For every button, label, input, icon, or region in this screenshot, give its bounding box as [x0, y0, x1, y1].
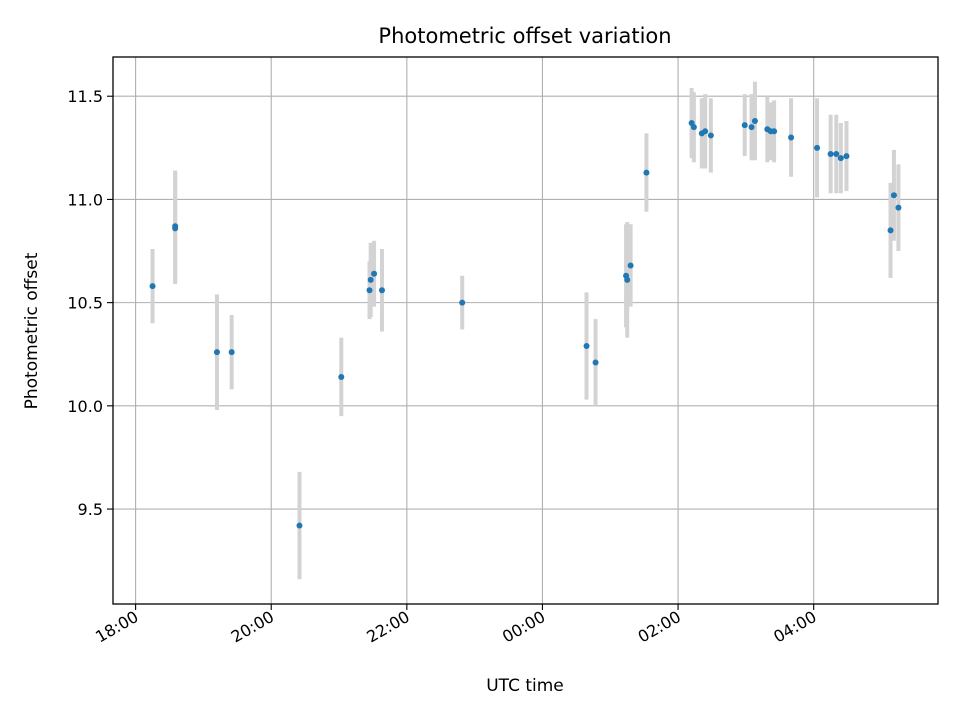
- data-point: [702, 128, 709, 135]
- data-point: [837, 155, 844, 162]
- y-tick-label: 10.5: [67, 294, 103, 313]
- data-point: [371, 270, 378, 277]
- data-point: [338, 373, 345, 380]
- data-point: [887, 227, 894, 234]
- data-point: [788, 134, 795, 141]
- y-tick-label: 9.5: [78, 500, 103, 519]
- chart-title: Photometric offset variation: [378, 24, 671, 48]
- grid-lines: [113, 57, 938, 604]
- data-point: [751, 117, 758, 124]
- y-tick-label: 11.0: [67, 190, 103, 209]
- data-point: [748, 124, 755, 131]
- data-point: [378, 287, 385, 294]
- data-point: [172, 225, 179, 232]
- data-point: [890, 192, 897, 199]
- data-point: [213, 349, 220, 356]
- data-point: [459, 299, 466, 306]
- data-point: [367, 276, 374, 283]
- data-points: [149, 117, 902, 529]
- data-point: [741, 122, 748, 129]
- data-point: [228, 349, 235, 356]
- data-point: [366, 287, 373, 294]
- data-point: [624, 276, 631, 283]
- data-point: [771, 128, 778, 135]
- data-point: [814, 144, 821, 151]
- data-point: [296, 522, 303, 529]
- data-point: [149, 283, 156, 290]
- data-point: [843, 153, 850, 160]
- data-point: [627, 262, 634, 269]
- data-point: [583, 342, 590, 349]
- data-point: [643, 169, 650, 176]
- x-axis-label: UTC time: [486, 676, 564, 696]
- plot-frame: [112, 56, 939, 605]
- y-axis-label: Photometric offset: [22, 252, 42, 409]
- data-point: [827, 151, 834, 158]
- data-point: [592, 359, 599, 366]
- y-tick-label: 11.5: [67, 87, 103, 106]
- data-point: [833, 151, 840, 158]
- data-point: [690, 124, 697, 131]
- y-tick-label: 10.0: [67, 397, 103, 416]
- data-point: [895, 204, 902, 211]
- data-point: [707, 132, 714, 139]
